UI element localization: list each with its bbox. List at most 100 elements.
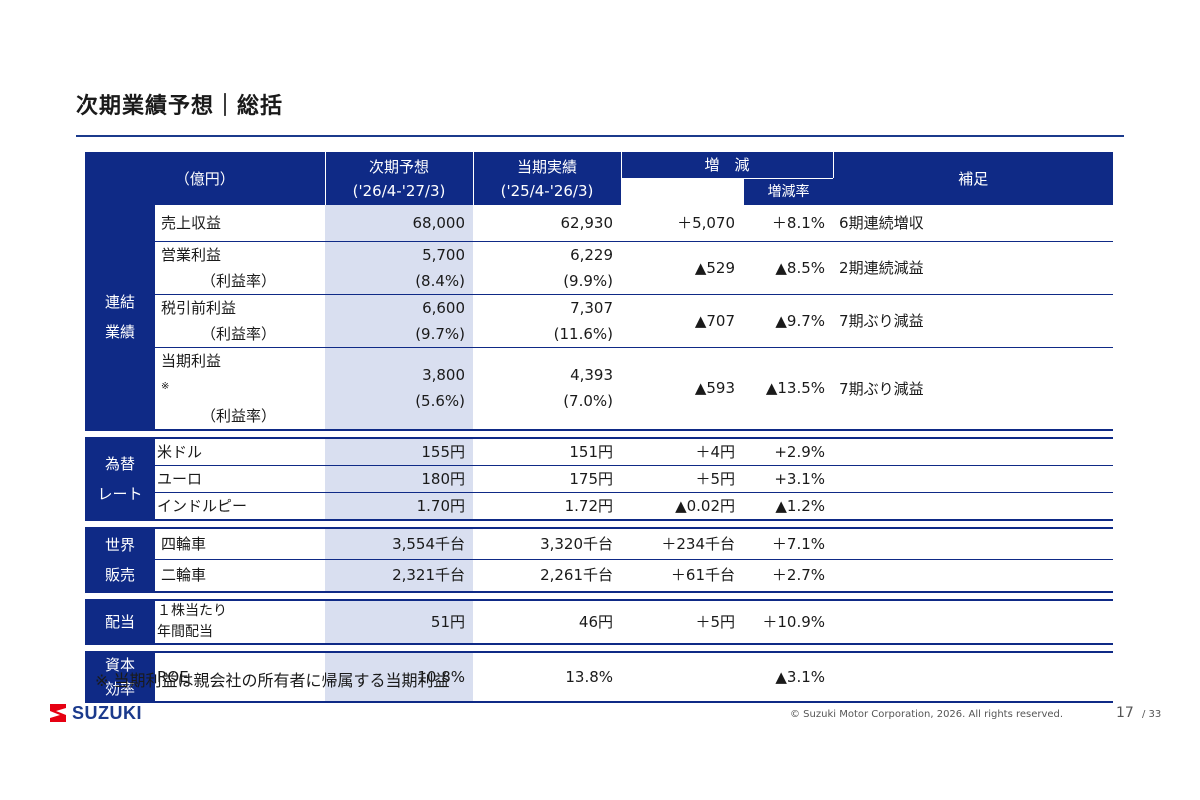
note-value [833, 560, 1113, 592]
suzuki-logo: SUZUKI [48, 702, 142, 724]
table-row: 配当 １株当たり 年間配当 51円 46円 ＋5円 ＋10.9% [85, 599, 1113, 644]
row-label: 四輪車 [155, 527, 326, 560]
page-number: 17 [1116, 705, 1134, 721]
actual-value: 1.72円 [564, 496, 614, 515]
header-change-rate-cell: 増減率 [743, 178, 834, 205]
change-value: ▲707 [621, 294, 744, 348]
change-rate-value: ＋10.9% [762, 612, 826, 631]
table-row: 為替 レート 米ドル 155円 151円 ＋4円 +2.9% [85, 437, 1114, 520]
suzuki-s-mark-icon [50, 704, 66, 722]
change-value: ＋5,070 [621, 205, 744, 242]
header-change: 増 減 [621, 152, 834, 178]
change-value: ＋4円 [621, 437, 744, 466]
change-value: ＋5円 [621, 465, 744, 493]
change-value [621, 652, 743, 702]
forecast-value: 3,554千台 [325, 527, 474, 560]
note-value [833, 527, 1114, 560]
note-value [833, 437, 1114, 466]
header-forecast: 次期予想 ('26/4-'27/3) [325, 152, 474, 205]
forecast-value: 51円 [325, 599, 474, 644]
section-divider [85, 428, 1114, 439]
actual-value: 46円 [578, 612, 614, 631]
change-value: ▲593 [694, 379, 736, 397]
note-value: 6期連続増収 [833, 205, 1114, 242]
table-row: 営業利益 （利益率） 5,700 (8.4%) 6,229 (9.9%) ▲52… [85, 241, 1114, 295]
forecast-value: 3,800 (5.6%) [325, 347, 474, 430]
actual-value: 4,393 (7.0%) [563, 366, 614, 410]
change-value: ▲529 [621, 241, 744, 295]
table-row: インドルピー 1.70円 1.72円 ▲0.02円 ▲1.2% [85, 492, 1113, 520]
change-rate-value: ＋7.1% [743, 527, 834, 560]
table-row: 世界 販売 四輪車 3,554千台 3,320千台 ＋234千台 ＋7.1% [85, 527, 1114, 592]
forecast-value: 6,600 (9.7%) [325, 294, 474, 348]
row-label: 米ドル [155, 437, 326, 466]
section-divider [85, 518, 1114, 529]
change-value: ＋61千台 [670, 566, 736, 585]
table-row: 税引前利益 （利益率） 6,600 (9.7%) 7,307 (11.6%) ▲… [85, 294, 1114, 348]
change-rate-value: ▲9.7% [743, 294, 834, 348]
forecast-summary-table: （億円） 次期予想 ('26/4-'27/3) 当期実績 ('25/4-'26/… [85, 152, 1114, 703]
header-change-blank [621, 178, 744, 205]
header-actual: 当期実績 ('25/4-'26/3) [473, 152, 622, 205]
row-label: ROE [157, 667, 189, 686]
forecast-value: 1.70円 [325, 492, 474, 520]
forecast-value: 155円 [325, 437, 474, 466]
change-rate-value: ▲3.1% [775, 667, 826, 686]
change-value: ▲0.02円 [675, 496, 736, 515]
row-label: 二輪車 [161, 566, 207, 585]
actual-value: 6,229 (9.9%) [473, 241, 622, 295]
note-value [833, 600, 1113, 644]
change-value: ＋234千台 [621, 527, 744, 560]
header-notes: 補足 [833, 152, 1114, 205]
row-label: １株当たり 年間配当 [157, 602, 227, 640]
actual-value: 2,261千台 [540, 566, 614, 585]
note-value: 7期ぶり減益 [833, 294, 1114, 348]
table-row: 当期利益 ※ （利益率） 3,800 (5.6%) 4,393 (7.0%) ▲5… [85, 347, 1113, 430]
actual-value: 175円 [473, 465, 622, 493]
table-row: ユーロ 180円 175円 ＋5円 +3.1% [85, 465, 1114, 493]
forecast-value: 68,000 [325, 205, 474, 242]
row-label: 税引前利益 （利益率） [155, 294, 326, 348]
forecast-value: 5,700 (8.4%) [325, 241, 474, 295]
category-sales: 世界 販売 [85, 527, 155, 592]
table-row: 資本 効率 ROE 10.8% 13.8% ▲3.1% [85, 651, 1114, 702]
category-fx: 為替 レート [85, 437, 155, 520]
section-divider [85, 590, 1114, 601]
note-value [833, 492, 1113, 520]
row-label: インドルピー [157, 496, 248, 515]
row-label: 当期利益 ※ （利益率） [161, 351, 277, 425]
actual-value: 62,930 [473, 205, 622, 242]
category-consolidated: 連結 業績 [85, 205, 155, 430]
page-title: 次期業績予想｜総括 [76, 94, 284, 119]
header-change-rate: 増減率 [743, 178, 834, 205]
change-rate-value: ＋2.7% [771, 566, 826, 585]
change-rate-value: +2.9% [743, 437, 834, 466]
forecast-value: 180円 [325, 465, 474, 493]
copyright-text: © Suzuki Motor Corporation, 2026. All ri… [790, 709, 1064, 720]
header-unit: （億円） [85, 152, 326, 205]
note-value: 2期連続減益 [833, 241, 1114, 295]
row-label: ユーロ [155, 465, 326, 493]
category-dividend: 配当 [85, 599, 155, 644]
page-total: / 33 [1142, 709, 1162, 720]
change-value: ＋5円 [695, 612, 736, 631]
change-rate-value: +3.1% [743, 465, 834, 493]
actual-value: 7,307 (11.6%) [473, 294, 622, 348]
change-rate-value: ＋8.1% [743, 205, 834, 242]
table-row: 二輪車 2,321千台 2,261千台 ＋61千台 ＋2.7% [85, 559, 1113, 592]
forecast-value: 10.8% [325, 651, 474, 702]
title-divider [76, 135, 1124, 137]
note-value: 7期ぶり減益 [839, 379, 924, 398]
category-capital: 資本 効率 [85, 651, 155, 702]
actual-value: 3,320千台 [473, 527, 622, 560]
change-rate-value: ▲13.5% [765, 379, 826, 397]
note-value [833, 652, 1113, 702]
change-rate-value: ▲1.2% [775, 496, 826, 515]
footnote: ※ 当期利益は親会社の所有者に帰属する当期利益 [95, 671, 450, 690]
row-label: 売上収益 [155, 205, 326, 242]
forecast-value: 2,321千台 [325, 559, 474, 592]
table-row: 連結 業績 売上収益 68,000 62,930 ＋5,070 ＋8.1% 6期… [85, 205, 1114, 430]
change-rate-value: ▲8.5% [743, 241, 834, 295]
note-value [833, 465, 1114, 493]
row-label: 営業利益 （利益率） [155, 241, 326, 295]
